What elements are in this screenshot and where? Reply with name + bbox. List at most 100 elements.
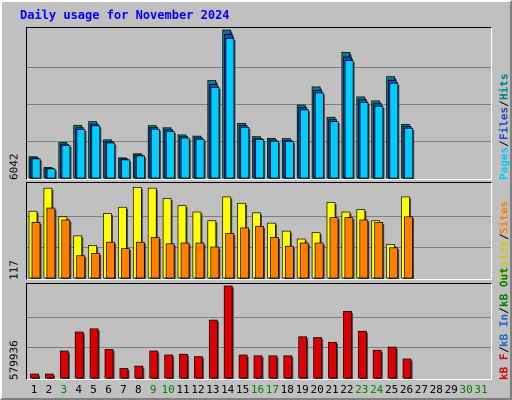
kb-chart <box>27 285 491 379</box>
hits-max-label: 6042 <box>7 153 21 181</box>
legend-entry: / <box>497 100 511 108</box>
bar-sites-25 <box>389 247 398 279</box>
visits-max-label: 117 <box>7 260 21 280</box>
bar-kbf-19 <box>298 336 308 379</box>
bar-sites-4 <box>76 255 86 279</box>
bar-kbf-16 <box>253 355 263 379</box>
bar-sites-10 <box>165 243 175 279</box>
bar-sites-20 <box>314 242 324 279</box>
hits-chart <box>27 29 491 179</box>
bar-sites-19 <box>299 242 309 279</box>
bar-sites-9 <box>150 237 160 279</box>
bar-kbf-7 <box>119 368 129 379</box>
legend-entry: kB In <box>497 313 511 347</box>
bar-sites-26 <box>404 216 413 279</box>
bar-pages-6 <box>106 142 116 179</box>
bar-sites-11 <box>180 242 190 279</box>
day-label: 4 <box>75 383 82 396</box>
bar-pages-24 <box>374 105 384 179</box>
legend-entry: Sites <box>497 200 511 234</box>
day-label: 12 <box>191 383 205 396</box>
legend-entry: / <box>497 140 511 147</box>
day-label: 14 <box>221 383 235 396</box>
bar-pages-7 <box>121 159 130 179</box>
day-label: 5 <box>90 383 97 396</box>
bar-pages-19 <box>300 109 309 179</box>
legend-entry: kB F <box>497 353 511 381</box>
legend-entry: Files <box>497 107 511 141</box>
bar-sites-21 <box>329 217 339 279</box>
bar-pages-14 <box>225 38 235 179</box>
bar-pages-16 <box>255 139 265 179</box>
day-label: 2 <box>45 383 53 396</box>
bar-kbf-20 <box>313 337 322 379</box>
day-label: 7 <box>120 383 127 396</box>
bar-pages-21 <box>329 121 339 179</box>
visits-legend: Visits / Sites <box>496 182 512 281</box>
bar-sites-6 <box>106 241 115 279</box>
bar-pages-2 <box>46 168 56 179</box>
bar-kbf-21 <box>328 341 337 379</box>
day-label: 24 <box>370 383 384 396</box>
day-label: 20 <box>310 383 324 396</box>
bar-pages-1 <box>31 158 41 179</box>
bar-sites-23 <box>359 219 369 279</box>
day-axis: 1 2 3 4 5 6 7 8 9 10 11 12 13 14 15 16 17 18 19 20 21 22 23 24 2… <box>26 383 492 397</box>
day-label: 6 <box>105 383 112 396</box>
bar-kbf-15 <box>238 354 248 379</box>
hits-legend: Pages / Files / Hits <box>496 27 512 180</box>
bar-pages-20 <box>314 92 324 179</box>
day-label: 18 <box>280 383 294 396</box>
bar-pages-17 <box>270 140 279 179</box>
day-label: 22 <box>340 383 354 396</box>
legend-entry: / <box>497 346 511 354</box>
bar-pages-22 <box>344 60 354 179</box>
day-label: 10 <box>161 383 175 396</box>
day-label: 26 <box>399 383 414 396</box>
day-label: 8 <box>134 383 142 396</box>
kb-legend: kB F / kB In / kB Out <box>496 267 512 381</box>
bar-sites-1 <box>31 222 41 279</box>
day-label: 29 <box>444 383 458 396</box>
bar-kbf-9 <box>149 350 159 379</box>
bar-kbf-23 <box>357 330 367 379</box>
bar-pages-4 <box>76 129 86 179</box>
bar-pages-13 <box>210 87 220 179</box>
day-label: 15 <box>235 383 250 396</box>
legend-entry: Pages <box>497 146 511 180</box>
bar-kbf-12 <box>194 356 203 379</box>
bar-pages-12 <box>195 138 205 179</box>
bar-sites-7 <box>121 248 130 279</box>
bar-pages-23 <box>359 101 369 179</box>
bar-kbf-26 <box>402 358 412 379</box>
bar-kbf-5 <box>89 328 99 379</box>
bar-kbf-6 <box>104 349 114 379</box>
bar-kbf-18 <box>283 355 293 379</box>
kb-max-label: 579936 <box>7 340 21 380</box>
bar-sites-5 <box>91 253 100 279</box>
bar-sites-17 <box>270 237 279 279</box>
bar-sites-2 <box>46 207 56 279</box>
bar-sites-24 <box>374 222 384 279</box>
hits-panel <box>26 27 492 180</box>
day-label: 19 <box>295 383 309 396</box>
bar-kbf-25 <box>387 346 397 379</box>
bar-kbf-24 <box>372 349 382 379</box>
legend-entry: / <box>497 307 511 314</box>
bar-sites-18 <box>284 245 294 279</box>
bar-sites-22 <box>344 217 354 279</box>
bar-pages-8 <box>136 155 145 179</box>
day-label: 3 <box>60 383 68 396</box>
day-label: 23 <box>355 383 369 396</box>
bar-kbf-4 <box>74 331 84 379</box>
day-label: 11 <box>176 383 190 396</box>
day-label: 9 <box>149 383 157 396</box>
day-label: 1 <box>30 383 38 396</box>
visits-chart <box>27 187 491 279</box>
bar-pages-3 <box>61 145 71 179</box>
bar-kbf-22 <box>343 311 352 379</box>
bar-sites-12 <box>195 242 205 279</box>
day-label: 21 <box>325 383 339 396</box>
legend-entry: / <box>497 233 511 241</box>
